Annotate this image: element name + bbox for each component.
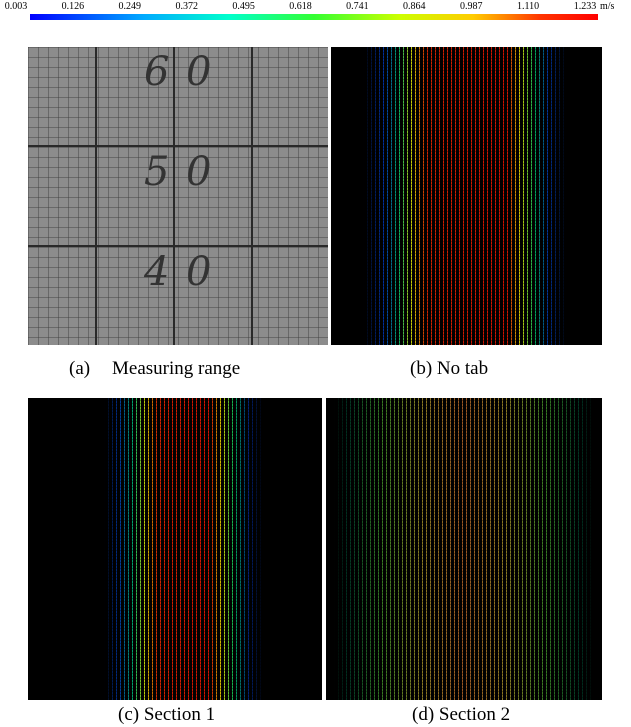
colorbar-tick-label: 0.987 (459, 1, 483, 12)
velocity-field (28, 398, 322, 700)
colorbar-tick-label: 0.618 (289, 1, 312, 12)
velocity-field (331, 47, 602, 345)
handwritten-digit: 5 (144, 149, 170, 195)
colorbar-tick-label: 0.864 (403, 1, 426, 12)
colorbar-tick-label: 0.126 (61, 1, 85, 12)
colorbar-tick-label: 1.233 (573, 1, 597, 12)
handwritten-digit: 0 (186, 249, 212, 295)
colorbar-tick-label: 1.110 (517, 1, 540, 12)
colorbar-tick-label: 0.249 (118, 1, 142, 12)
colorbar-tick-label: 0.495 (232, 1, 255, 12)
caption: Measuring range (112, 358, 241, 379)
panel-label: (a) (69, 358, 91, 379)
colorbar-tick-label: 0.003 (4, 1, 28, 12)
caption: (c) Section 1 (118, 704, 216, 725)
caption: (d) Section 2 (412, 704, 511, 725)
velocity-field (326, 398, 602, 700)
handwritten-digit: 0 (186, 149, 212, 195)
handwritten-digit: 6 (144, 49, 170, 95)
colorbar (30, 14, 598, 20)
colorbar-tick-label: 0.372 (175, 1, 198, 12)
handwritten-digit: 4 (144, 249, 170, 295)
caption: (b) No tab (410, 358, 489, 379)
colorbar-unit: m/s (600, 1, 615, 12)
handwritten-digit: 0 (186, 49, 212, 95)
colorbar-tick-label: 0.741 (346, 1, 369, 12)
